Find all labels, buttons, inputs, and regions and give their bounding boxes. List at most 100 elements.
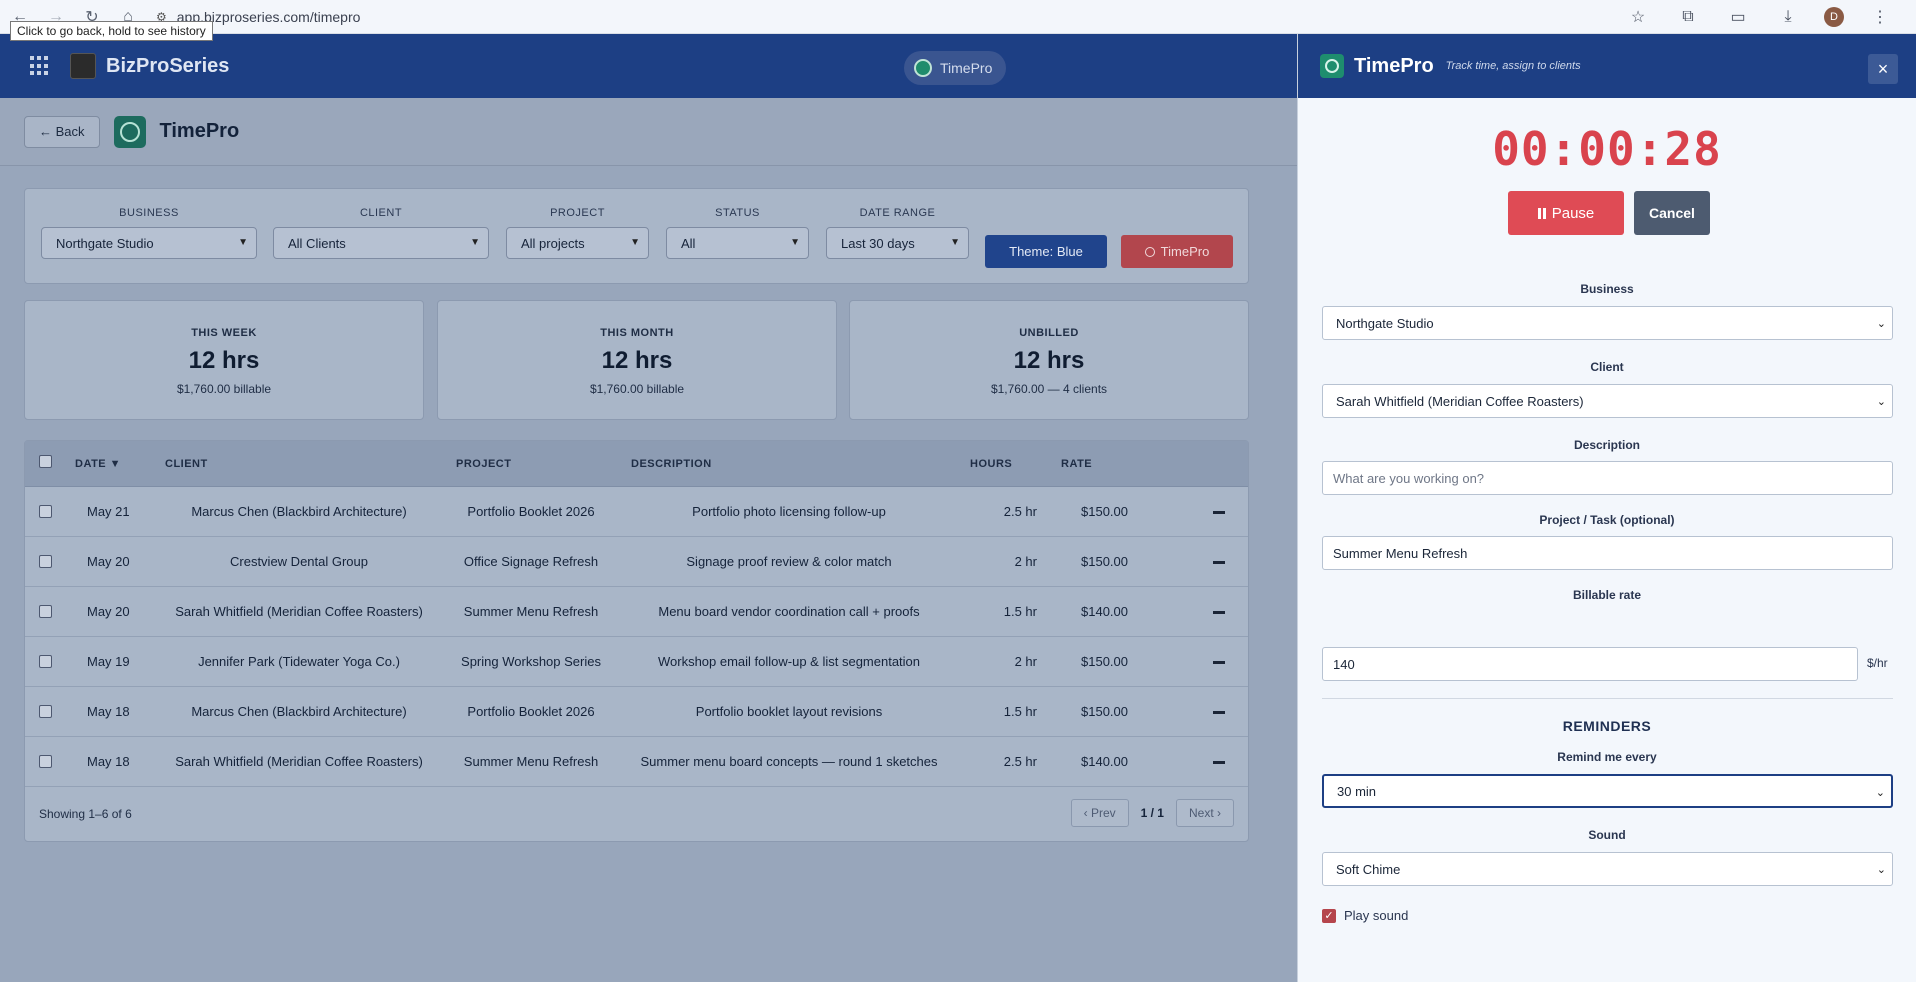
table-row[interactable]: May 21 Marcus Chen (Blackbird Architectu… — [25, 487, 1248, 537]
cell-description: Portfolio booklet layout revisions — [695, 704, 883, 719]
project-select[interactable]: All projects ▼ — [506, 227, 649, 259]
page-indicator: 1 / 1 — [1140, 806, 1164, 820]
row-checkbox[interactable] — [39, 555, 52, 568]
table-header: DATE ▼ CLIENT PROJECT DESCRIPTION HOURS … — [25, 441, 1248, 487]
client-filter: CLIENT All Clients ▼ — [273, 207, 489, 259]
table-row[interactable]: May 20 Sarah Whitfield (Meridian Coffee … — [25, 587, 1248, 637]
cell-hours: 2.5 hr — [1003, 504, 1037, 519]
panel-header: TimePro Track time, assign to clients × — [1298, 34, 1916, 98]
page-title: TimePro — [159, 120, 240, 142]
play-sound-checkbox[interactable]: ✓ — [1322, 908, 1336, 923]
header-description[interactable]: DESCRIPTION — [631, 458, 712, 470]
date-range-select[interactable]: Last 30 days ▼ — [826, 227, 969, 259]
site-info-icon[interactable]: ⚙ — [156, 9, 167, 24]
header-project[interactable]: PROJECT — [456, 458, 512, 470]
header-hours[interactable]: HOURS — [970, 458, 1013, 470]
timepro-button[interactable]: TimePro — [1121, 235, 1233, 268]
cell-rate: $150.00 — [1081, 554, 1128, 569]
cell-date: May 21 — [87, 504, 130, 519]
row-action-icon[interactable] — [1213, 511, 1225, 514]
menu-kebab-icon[interactable]: ⋮ — [1872, 9, 1888, 26]
stat-this-month: THIS MONTH 12 hrs $1,760.00 billable — [437, 300, 837, 420]
table-row[interactable]: May 18 Marcus Chen (Blackbird Architectu… — [25, 687, 1248, 737]
client-select[interactable]: Sarah Whitfield (Meridian Coffee Roaster… — [1322, 384, 1893, 418]
description-label: Description — [1573, 438, 1640, 452]
pause-button[interactable]: Pause — [1508, 191, 1624, 235]
download-icon[interactable]: ⤓ — [1784, 8, 1792, 25]
row-action-icon[interactable] — [1213, 561, 1225, 564]
filter-bar: BUSINESS Northgate Studio ▼ CLIENT All Cl… — [24, 188, 1249, 284]
timepro-pill[interactable]: TimePro — [904, 51, 1007, 85]
header-client[interactable]: CLIENT — [165, 458, 208, 470]
business-filter: BUSINESS Northgate Studio ▼ — [41, 207, 257, 259]
remind-every-select[interactable]: 30 min ⌄ — [1322, 774, 1893, 808]
row-action-icon[interactable] — [1213, 761, 1225, 764]
main-content: BUSINESS Northgate Studio ▼ CLIENT All Cl… — [0, 166, 1297, 982]
business-filter-label: BUSINESS — [119, 207, 179, 219]
status-select[interactable]: All ▼ — [666, 227, 809, 259]
row-action-icon[interactable] — [1213, 661, 1225, 664]
row-action-icon[interactable] — [1213, 611, 1225, 614]
panel-title: TimePro — [1354, 54, 1434, 77]
cancel-button[interactable]: Cancel — [1634, 191, 1710, 235]
table-row[interactable]: May 19 Jennifer Park (Tidewater Yoga Co.… — [25, 637, 1248, 687]
stat-this-week: THIS WEEK 12 hrs $1,760.00 billable — [24, 300, 424, 420]
table-row[interactable]: May 20 Crestview Dental Group Office Sig… — [25, 537, 1248, 587]
project-task-label: Project / Task (optional) — [1539, 513, 1675, 527]
remind-every-value: 30 min — [1337, 783, 1377, 799]
sound-select[interactable]: Soft Chime ⌄ — [1322, 852, 1893, 886]
cell-hours: 2 hr — [1014, 654, 1037, 669]
chevron-down-icon: ▼ — [238, 237, 248, 248]
apps-grid-icon[interactable] — [30, 56, 50, 76]
address-bar[interactable]: app.bizproseries.com/timepro — [176, 8, 361, 25]
cell-date: May 18 — [87, 754, 130, 769]
cell-client: Sarah Whitfield (Meridian Coffee Roaster… — [175, 754, 423, 769]
description-input[interactable]: What are you working on? — [1322, 461, 1893, 495]
header-date[interactable]: DATE ▼ — [75, 458, 122, 470]
media-search-icon[interactable]: ▭ — [1730, 9, 1746, 26]
row-action-icon[interactable] — [1213, 711, 1225, 714]
close-panel-button[interactable]: × — [1868, 54, 1898, 84]
table-footer: Showing 1–6 of 6 ‹ Prev 1 / 1 Next › — [25, 787, 1248, 843]
timer-display: 00:00:28 — [1492, 122, 1722, 176]
next-page-button[interactable]: Next › — [1175, 799, 1234, 827]
home-icon[interactable]: ⌂ — [123, 7, 133, 25]
bookmark-star-icon[interactable]: ☆ — [1630, 9, 1646, 26]
cell-client: Jennifer Park (Tidewater Yoga Co.) — [198, 654, 400, 669]
extensions-icon[interactable]: ⧉ — [1682, 8, 1694, 25]
back-arrow-icon[interactable]: ← — [12, 7, 28, 25]
select-all-checkbox[interactable] — [39, 455, 52, 468]
business-label: Business — [1580, 282, 1634, 296]
table-row[interactable]: May 18 Sarah Whitfield (Meridian Coffee … — [25, 737, 1248, 787]
row-checkbox[interactable] — [39, 755, 52, 768]
cell-rate: $150.00 — [1081, 654, 1128, 669]
chevron-down-icon: ⌄ — [1876, 396, 1886, 408]
business-select[interactable]: Northgate Studio ⌄ — [1322, 306, 1893, 340]
billable-rate-input[interactable]: 140 — [1322, 647, 1858, 681]
cell-project: Portfolio Booklet 2026 — [467, 504, 595, 519]
client-select-value: All Clients — [288, 235, 346, 251]
cell-client: Crestview Dental Group — [230, 554, 368, 569]
row-checkbox[interactable] — [39, 505, 52, 518]
row-checkbox[interactable] — [39, 605, 52, 618]
profile-avatar[interactable]: D — [1824, 7, 1844, 27]
business-select[interactable]: Northgate Studio ▼ — [41, 227, 257, 259]
back-button[interactable]: ← Back — [24, 115, 100, 148]
project-task-input[interactable]: Summer Menu Refresh — [1322, 536, 1893, 570]
cell-description: Signage proof review & color match — [686, 554, 892, 569]
cell-description: Menu board vendor coordination call + pr… — [658, 604, 920, 619]
header-rate[interactable]: RATE — [1061, 458, 1093, 470]
forward-arrow-icon[interactable]: → — [48, 7, 64, 25]
stat-sub: $1,760.00 billable — [589, 382, 685, 396]
cell-date: May 18 — [87, 704, 130, 719]
prev-page-button[interactable]: ‹ Prev — [1070, 799, 1129, 827]
theme-button[interactable]: Theme: Blue — [985, 235, 1107, 268]
chevron-down-icon: ⌄ — [1876, 318, 1886, 330]
row-checkbox[interactable] — [39, 655, 52, 668]
project-filter-label: PROJECT — [550, 207, 605, 219]
client-select[interactable]: All Clients ▼ — [273, 227, 489, 259]
chevron-down-icon: ▼ — [630, 237, 640, 248]
play-sound-label[interactable]: Play sound — [1344, 908, 1409, 923]
chevron-down-icon: ⌄ — [1875, 787, 1885, 799]
row-checkbox[interactable] — [39, 705, 52, 718]
